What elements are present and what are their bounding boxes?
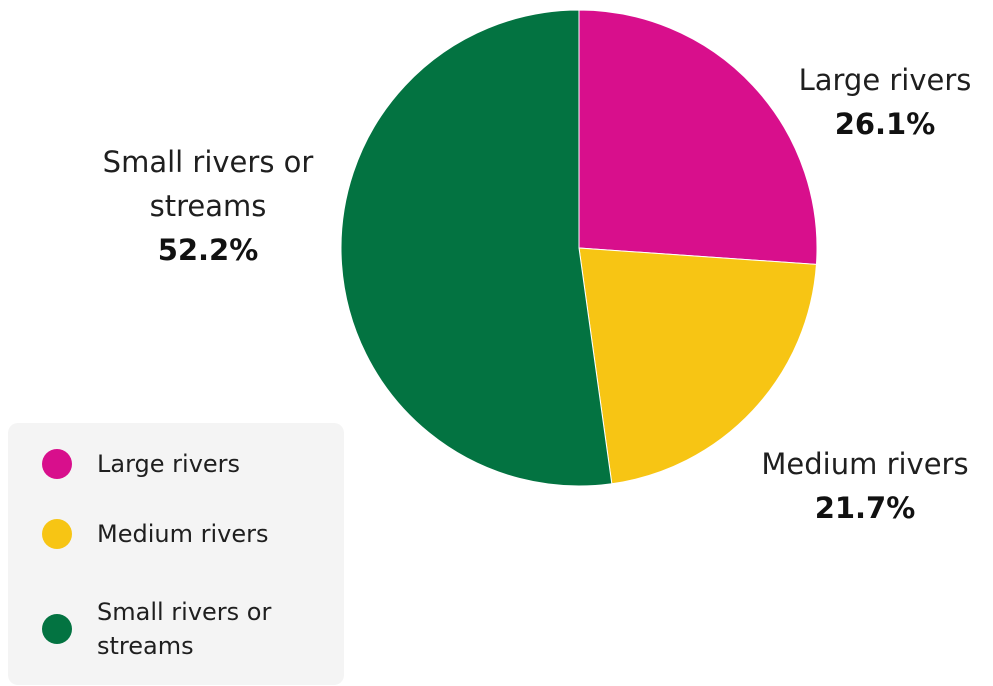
slice-label-medium-rivers: Medium rivers 21.7% <box>740 442 990 530</box>
slice-label-large-rivers-name: Large rivers <box>798 63 972 97</box>
pie-slice-medium-rivers <box>578 247 817 485</box>
legend-label-medium-rivers: Medium rivers <box>97 520 269 548</box>
legend-label-small-rivers: Small rivers or streams <box>97 598 272 660</box>
pie-slices <box>340 9 818 487</box>
slice-label-large-rivers-value: 26.1% <box>834 107 936 141</box>
legend-swatch-large-rivers <box>42 449 72 479</box>
pie-slice-large-rivers <box>578 9 818 265</box>
legend: Large rivers Medium rivers Small rivers … <box>8 423 344 685</box>
legend-item-medium-rivers: Medium rivers <box>42 517 307 551</box>
legend-item-large-rivers: Large rivers <box>42 447 307 481</box>
legend-item-small-rivers: Small rivers or streams <box>42 595 307 663</box>
pie-slice-small-rivers-or-streams <box>340 9 613 487</box>
slice-label-large-rivers: Large rivers 26.1% <box>760 58 993 146</box>
slice-label-small-rivers-name: Small rivers or streams <box>102 145 314 223</box>
legend-swatch-medium-rivers <box>42 519 72 549</box>
slice-label-small-rivers: Small rivers or streams 52.2% <box>78 140 338 272</box>
slice-label-medium-rivers-name: Medium rivers <box>761 447 969 481</box>
slice-label-medium-rivers-value: 21.7% <box>814 491 916 525</box>
legend-label-large-rivers: Large rivers <box>97 450 241 478</box>
legend-swatch-small-rivers <box>42 614 72 644</box>
slice-label-small-rivers-value: 52.2% <box>157 233 259 267</box>
